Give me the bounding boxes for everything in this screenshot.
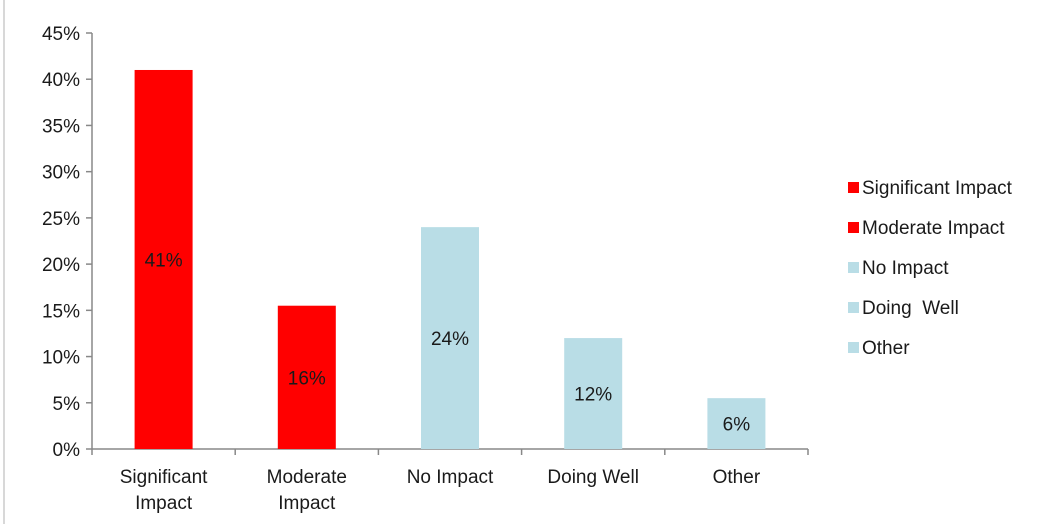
bar bbox=[707, 398, 766, 449]
category-label: No Impact bbox=[407, 467, 494, 488]
data-label: 16% bbox=[288, 368, 326, 389]
legend-label: Doing Well bbox=[862, 298, 959, 319]
y-tick-label: 25% bbox=[42, 209, 80, 230]
legend-label: Moderate Impact bbox=[862, 218, 1005, 239]
y-tick-label: 10% bbox=[42, 348, 80, 369]
category-label: Significant bbox=[120, 467, 208, 488]
category-label: Impact bbox=[135, 493, 193, 514]
legend-swatch bbox=[848, 182, 859, 193]
y-tick-label: 45% bbox=[42, 24, 80, 45]
legend-label: Other bbox=[862, 338, 910, 359]
category-label: Doing Well bbox=[547, 467, 639, 488]
category-label: Impact bbox=[278, 493, 336, 514]
data-labels: 41% 16% 24% 12% 6% bbox=[145, 250, 751, 435]
legend-label: Significant Impact bbox=[862, 178, 1013, 199]
y-tick-label: 5% bbox=[53, 394, 81, 415]
y-tick-label: 40% bbox=[42, 70, 80, 91]
bar bbox=[564, 338, 623, 449]
y-tick-label: 15% bbox=[42, 301, 80, 322]
bars bbox=[134, 69, 766, 449]
legend-swatch bbox=[848, 262, 859, 273]
bar bbox=[421, 227, 479, 449]
bar bbox=[277, 305, 336, 449]
y-tick-label: 20% bbox=[42, 255, 80, 276]
y-tick-label: 0% bbox=[53, 440, 81, 461]
data-label: 41% bbox=[145, 250, 183, 271]
y-tick-label: 35% bbox=[42, 116, 80, 137]
legend-swatch bbox=[848, 302, 859, 313]
y-axis: 0% 5% 10% 15% 20% 25% 30% 35% 40% 45% bbox=[42, 24, 93, 461]
data-label: 6% bbox=[723, 415, 751, 436]
category-label: Moderate bbox=[267, 467, 347, 488]
data-label: 12% bbox=[574, 385, 612, 406]
category-label: Other bbox=[713, 467, 761, 488]
legend: Significant Impact Moderate Impact No Impa… bbox=[848, 178, 1013, 359]
legend-swatch bbox=[848, 222, 859, 233]
legend-label: No Impact bbox=[862, 258, 949, 279]
bar bbox=[134, 69, 193, 449]
legend-swatch bbox=[848, 342, 859, 353]
data-label: 24% bbox=[431, 329, 469, 350]
category-labels: Significant Impact Moderate Impact No Impact… bbox=[120, 467, 761, 514]
y-tick-label: 30% bbox=[42, 163, 80, 184]
